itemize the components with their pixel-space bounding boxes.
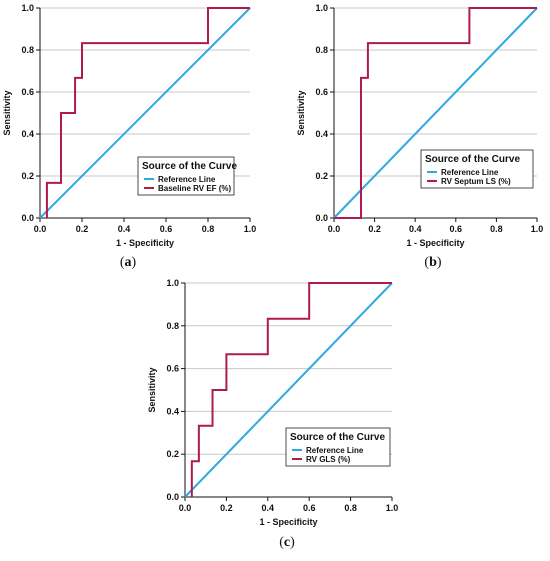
y-tick-label: 0.6 <box>21 87 34 97</box>
panel-label-open-paren: ( <box>279 535 284 550</box>
roc-curve <box>45 7 250 218</box>
panel-label: (a) <box>120 255 137 270</box>
y-tick-label: 0.4 <box>315 129 328 139</box>
y-axis-title: Sensitivity <box>296 90 306 135</box>
x-tick-label: 1.0 <box>386 503 399 513</box>
reference-line <box>39 7 251 219</box>
legend-title: Source of the Curve <box>425 154 520 165</box>
x-tick-label: 1.0 <box>244 224 257 234</box>
x-tick-label: 0.8 <box>344 503 357 513</box>
chart-panel-a: 0.0 0.2 0.4 0.6 0.8 1.0 0.0 0.2 0.4 0.6 0.8 1.0 1 - … <box>2 3 256 270</box>
y-tick-label: 0.4 <box>21 129 34 139</box>
y-tick-label: 0.2 <box>21 171 34 181</box>
reference-line <box>184 282 393 498</box>
y-tick-label: 0.4 <box>166 406 179 416</box>
x-tick-label: 0.0 <box>328 224 341 234</box>
y-tick-label: 0.2 <box>166 449 179 459</box>
x-tick-label: 0.2 <box>76 224 89 234</box>
panel-label: (c) <box>279 535 295 550</box>
x-tick-label: 0.4 <box>118 224 131 234</box>
legend-entry: RV GLS (%) <box>306 455 351 464</box>
y-tick-label: 1.0 <box>21 3 34 13</box>
x-tick-label: 0.6 <box>160 224 173 234</box>
panel-label-open-paren: ( <box>120 255 125 270</box>
y-tick-label: 0.6 <box>166 364 179 374</box>
legend-entry: RV Septum LS (%) <box>441 177 511 186</box>
legend-entry: Reference Line <box>441 168 499 177</box>
panel-label: (b) <box>424 255 441 270</box>
x-tick-label: 0.0 <box>34 224 47 234</box>
y-tick-label: 0.2 <box>315 171 328 181</box>
x-tick-label: 0.2 <box>368 224 381 234</box>
chart-panel-c: 0.0 0.2 0.4 0.6 0.8 1.0 0.0 0.2 0.4 0.6 0.8 1.0 1 - … <box>147 278 398 550</box>
x-tick-label: 0.8 <box>202 224 215 234</box>
x-tick-label: 0.0 <box>179 503 192 513</box>
panel-label-close-paren: ) <box>132 255 137 270</box>
y-tick-label: 0.8 <box>315 45 328 55</box>
y-axis-title: Sensitivity <box>147 367 157 412</box>
y-tick-label: 1.0 <box>166 278 179 288</box>
x-tick-label: 0.8 <box>490 224 503 234</box>
x-tick-label: 1.0 <box>531 224 544 234</box>
x-tick-label: 0.6 <box>450 224 463 234</box>
chart-panel-b: 0.0 0.2 0.4 0.6 0.8 1.0 0.0 0.2 0.4 0.6 0.8 1.0 1 - … <box>296 3 543 270</box>
x-tick-label: 0.2 <box>220 503 233 513</box>
y-tick-label: 0.0 <box>21 213 34 223</box>
x-axis-title: 1 - Specificity <box>406 238 464 248</box>
panel-label-letter: a <box>125 255 132 270</box>
x-axis-title: 1 - Specificity <box>116 238 174 248</box>
roc-curve <box>334 7 537 219</box>
legend-entry: Reference Line <box>158 175 216 184</box>
y-tick-label: 0.8 <box>21 45 34 55</box>
legend-title: Source of the Curve <box>142 161 237 172</box>
x-axis-title: 1 - Specificity <box>259 517 317 527</box>
y-tick-label: 0.6 <box>315 87 328 97</box>
y-tick-label: 0.8 <box>166 321 179 331</box>
panel-label-close-paren: ) <box>437 255 442 270</box>
reference-line <box>333 7 538 219</box>
y-tick-label: 0.0 <box>166 492 179 502</box>
legend-box <box>285 427 391 467</box>
roc-curve <box>190 282 392 497</box>
panel-label-open-paren: ( <box>424 255 429 270</box>
legend-title: Source of the Curve <box>290 432 385 443</box>
y-axis-title: Sensitivity <box>2 90 12 135</box>
x-tick-label: 0.4 <box>262 503 275 513</box>
panel-label-letter: c <box>284 535 290 550</box>
y-tick-label: 0.0 <box>315 213 328 223</box>
y-tick-label: 1.0 <box>315 3 328 13</box>
panel-label-close-paren: ) <box>290 535 295 550</box>
x-tick-label: 0.6 <box>303 503 316 513</box>
legend-box <box>420 149 534 189</box>
legend-entry: Baseline RV EF (%) <box>158 184 232 193</box>
legend-entry: Reference Line <box>306 446 364 455</box>
panel-label-letter: b <box>429 255 437 270</box>
x-tick-label: 0.4 <box>409 224 422 234</box>
legend: Source of the Curve Reference LineBaselin… <box>137 156 237 196</box>
